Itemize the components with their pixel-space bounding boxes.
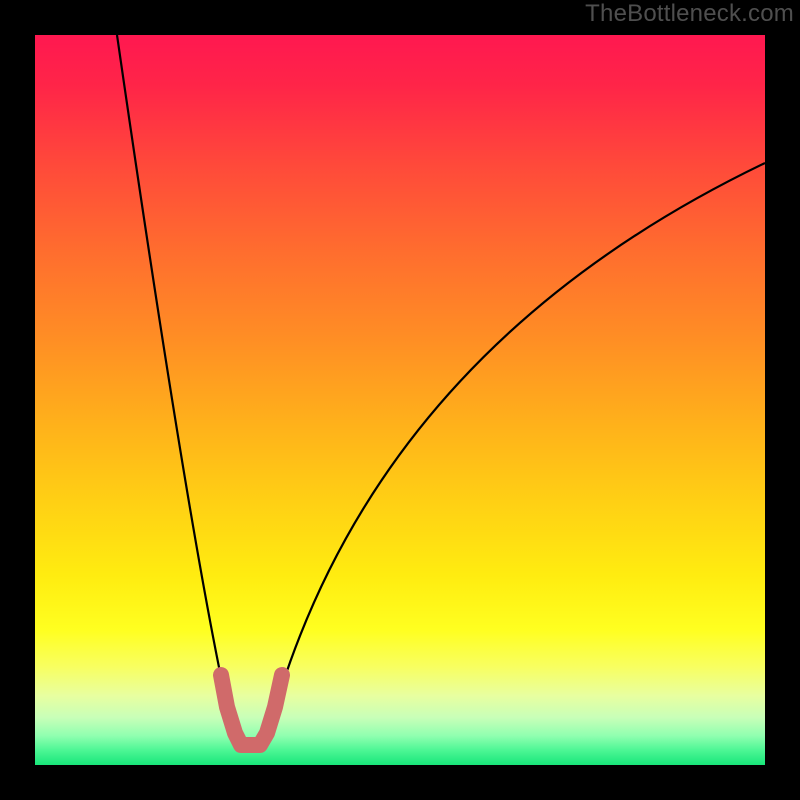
watermark-text: TheBottleneck.com (585, 0, 794, 28)
plot-background (35, 35, 765, 765)
bottleneck-chart (0, 0, 800, 800)
chart-container: TheBottleneck.com (0, 0, 800, 800)
